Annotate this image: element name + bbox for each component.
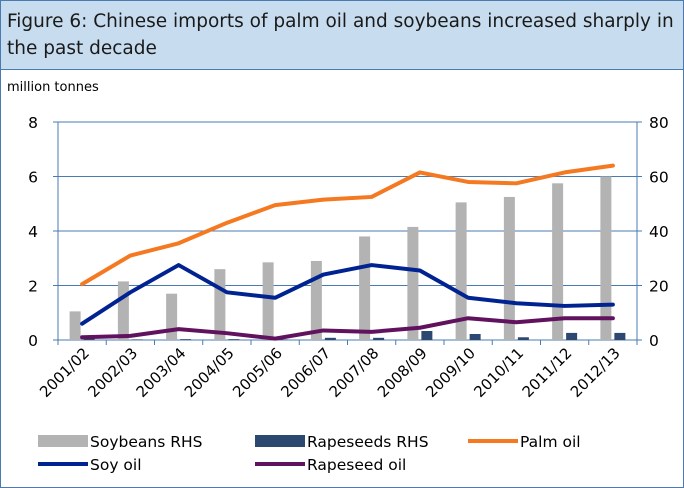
bar-rapeseeds-rhs: [131, 339, 143, 340]
x-tick-label: 2005/06: [229, 344, 286, 401]
x-tick-label: 2009/10: [422, 344, 479, 401]
bar-soybeans-rhs: [359, 236, 371, 340]
left-tick-label: 6: [28, 169, 38, 187]
bar-soybeans-rhs: [69, 311, 81, 340]
left-tick-label: 2: [28, 278, 38, 296]
right-tick-label: 60: [649, 169, 669, 187]
bar-rapeseeds-rhs: [614, 332, 626, 340]
bar-soybeans-rhs: [407, 226, 419, 340]
right-tick-label: 40: [649, 223, 669, 241]
bar-rapeseeds-rhs: [469, 334, 481, 340]
x-tick-label: 2006/07: [277, 344, 334, 401]
legend-swatch-rapeseeds-rhs: [255, 435, 305, 447]
bar-rapeseeds-rhs: [421, 331, 433, 340]
line-soy-oil: [80, 263, 615, 326]
bar-rapeseeds-rhs: [566, 332, 578, 340]
bar-soybeans-rhs: [503, 196, 515, 340]
bar-soybeans-rhs: [552, 183, 564, 340]
figure-title: Figure 6: Chinese imports of palm oil an…: [7, 11, 674, 59]
bar-rapeseeds-rhs: [324, 337, 336, 340]
x-tick-label: 2002/03: [84, 344, 141, 401]
title-band: Figure 6: Chinese imports of palm oil an…: [1, 1, 683, 70]
bar-rapeseeds-rhs: [180, 339, 192, 340]
bar-rapeseeds-rhs: [228, 339, 240, 340]
bar-rapeseeds-rhs: [517, 337, 529, 340]
unit-label: million tonnes: [7, 80, 99, 95]
x-tick-label: 2010/11: [470, 344, 527, 401]
right-tick-label: 0: [649, 332, 659, 350]
x-tick-label: 2004/05: [181, 344, 238, 401]
x-tick-label: 2008/09: [374, 344, 431, 401]
line-palm-oil: [80, 163, 615, 287]
bar-soybeans-rhs: [310, 260, 322, 340]
left-tick-label: 4: [28, 223, 38, 241]
legend-label-soybeans-rhs: Soybeans RHS: [90, 433, 202, 451]
left-tick-label: 0: [28, 332, 38, 350]
legend-label-rapeseeds-rhs: Rapeseeds RHS: [307, 433, 429, 451]
x-tick-label: 2007/08: [326, 344, 383, 401]
bar-soybeans-rhs: [262, 262, 274, 340]
legend-swatch-soybeans-rhs: [38, 435, 88, 447]
bar-soybeans-rhs: [455, 202, 467, 340]
bar-rapeseeds-rhs: [83, 338, 95, 340]
bar-soybeans-rhs: [600, 176, 612, 340]
x-tick-label: 2001/02: [36, 344, 93, 401]
bar-rapeseeds-rhs: [373, 337, 385, 340]
legend-label-soy-oil: Soy oil: [90, 456, 142, 474]
bar-rapeseeds-rhs: [276, 339, 288, 340]
legend-label-palm-oil: Palm oil: [520, 433, 581, 451]
x-tick-label: 2003/04: [133, 344, 190, 401]
legend-label-rapeseed-oil: Rapeseed oil: [307, 456, 406, 474]
bar-soybeans-rhs: [166, 293, 178, 340]
bar-soybeans-rhs: [117, 281, 129, 340]
right-tick-label: 20: [649, 278, 669, 296]
bar-soybeans-rhs: [214, 269, 226, 340]
x-tick-label: 2011/12: [519, 344, 576, 401]
line-rapeseed-oil: [80, 316, 615, 341]
x-tick-label: 2012/13: [567, 344, 624, 401]
right-tick-label: 80: [649, 114, 669, 132]
left-tick-label: 8: [28, 114, 38, 132]
